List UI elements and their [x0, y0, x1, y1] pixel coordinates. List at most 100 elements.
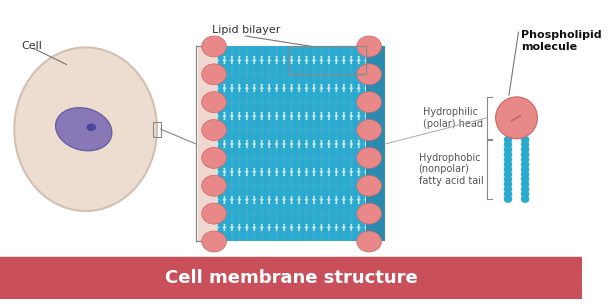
Ellipse shape — [300, 80, 306, 86]
Ellipse shape — [300, 214, 306, 219]
Ellipse shape — [263, 119, 269, 124]
Ellipse shape — [504, 185, 512, 193]
Ellipse shape — [247, 80, 253, 86]
Ellipse shape — [345, 152, 351, 158]
Ellipse shape — [293, 97, 298, 102]
Ellipse shape — [270, 130, 276, 136]
Ellipse shape — [352, 147, 358, 152]
Ellipse shape — [352, 75, 358, 80]
Ellipse shape — [218, 208, 224, 213]
Ellipse shape — [277, 108, 283, 114]
Ellipse shape — [521, 175, 529, 183]
Ellipse shape — [255, 202, 261, 207]
Ellipse shape — [329, 149, 335, 155]
Ellipse shape — [225, 125, 231, 130]
Ellipse shape — [307, 50, 313, 55]
Ellipse shape — [285, 217, 291, 222]
Ellipse shape — [255, 174, 261, 180]
Ellipse shape — [359, 167, 365, 172]
Ellipse shape — [270, 136, 276, 141]
Ellipse shape — [247, 56, 253, 61]
Ellipse shape — [233, 121, 239, 127]
Ellipse shape — [263, 50, 269, 55]
Ellipse shape — [285, 147, 291, 152]
Ellipse shape — [322, 106, 328, 110]
Ellipse shape — [225, 47, 231, 52]
Ellipse shape — [277, 192, 283, 197]
Ellipse shape — [337, 180, 343, 185]
Ellipse shape — [322, 119, 328, 124]
Ellipse shape — [225, 174, 231, 180]
Ellipse shape — [247, 149, 253, 155]
Ellipse shape — [277, 214, 283, 219]
Ellipse shape — [285, 103, 291, 108]
Ellipse shape — [352, 121, 358, 127]
Ellipse shape — [322, 80, 328, 86]
Ellipse shape — [293, 233, 298, 238]
Ellipse shape — [293, 174, 298, 180]
Ellipse shape — [315, 195, 321, 200]
Ellipse shape — [329, 227, 335, 232]
Ellipse shape — [352, 227, 358, 232]
Ellipse shape — [202, 147, 226, 168]
Ellipse shape — [329, 174, 335, 180]
Ellipse shape — [315, 217, 321, 222]
Ellipse shape — [247, 121, 253, 127]
Ellipse shape — [270, 84, 276, 89]
Ellipse shape — [337, 91, 343, 96]
Ellipse shape — [307, 195, 313, 200]
Ellipse shape — [337, 106, 343, 110]
Ellipse shape — [345, 186, 351, 191]
Ellipse shape — [255, 158, 261, 163]
Ellipse shape — [300, 106, 306, 110]
Ellipse shape — [293, 63, 298, 68]
Ellipse shape — [345, 88, 351, 93]
Ellipse shape — [233, 47, 239, 52]
Ellipse shape — [233, 78, 239, 83]
Ellipse shape — [240, 56, 246, 61]
Ellipse shape — [233, 171, 239, 177]
Ellipse shape — [322, 195, 328, 200]
Ellipse shape — [307, 189, 313, 194]
Ellipse shape — [285, 236, 291, 241]
Bar — [217, 140, 366, 148]
Ellipse shape — [263, 60, 269, 65]
Ellipse shape — [352, 205, 358, 210]
Ellipse shape — [337, 66, 343, 71]
Ellipse shape — [329, 208, 335, 213]
Ellipse shape — [255, 139, 261, 144]
Ellipse shape — [521, 136, 529, 144]
Ellipse shape — [255, 133, 261, 139]
Ellipse shape — [285, 223, 291, 228]
Ellipse shape — [307, 97, 313, 102]
Ellipse shape — [277, 84, 283, 89]
Ellipse shape — [218, 152, 224, 158]
Ellipse shape — [315, 227, 321, 232]
Ellipse shape — [285, 139, 291, 144]
Ellipse shape — [270, 139, 276, 144]
Ellipse shape — [233, 133, 239, 139]
Ellipse shape — [337, 108, 343, 114]
Ellipse shape — [307, 147, 313, 152]
Ellipse shape — [255, 205, 261, 210]
Ellipse shape — [337, 47, 343, 52]
Ellipse shape — [345, 164, 351, 169]
Ellipse shape — [293, 195, 298, 200]
Ellipse shape — [345, 94, 351, 99]
Ellipse shape — [352, 236, 358, 241]
Bar — [0, 257, 582, 299]
Ellipse shape — [329, 119, 335, 124]
Ellipse shape — [270, 133, 276, 139]
Ellipse shape — [285, 158, 291, 163]
Ellipse shape — [293, 192, 298, 197]
Ellipse shape — [270, 227, 276, 232]
Ellipse shape — [255, 88, 261, 93]
Ellipse shape — [285, 130, 291, 136]
Ellipse shape — [247, 94, 253, 99]
Ellipse shape — [315, 189, 321, 194]
Ellipse shape — [504, 180, 512, 188]
Ellipse shape — [285, 116, 291, 121]
Ellipse shape — [240, 189, 246, 194]
Ellipse shape — [521, 190, 529, 198]
Ellipse shape — [270, 94, 276, 99]
